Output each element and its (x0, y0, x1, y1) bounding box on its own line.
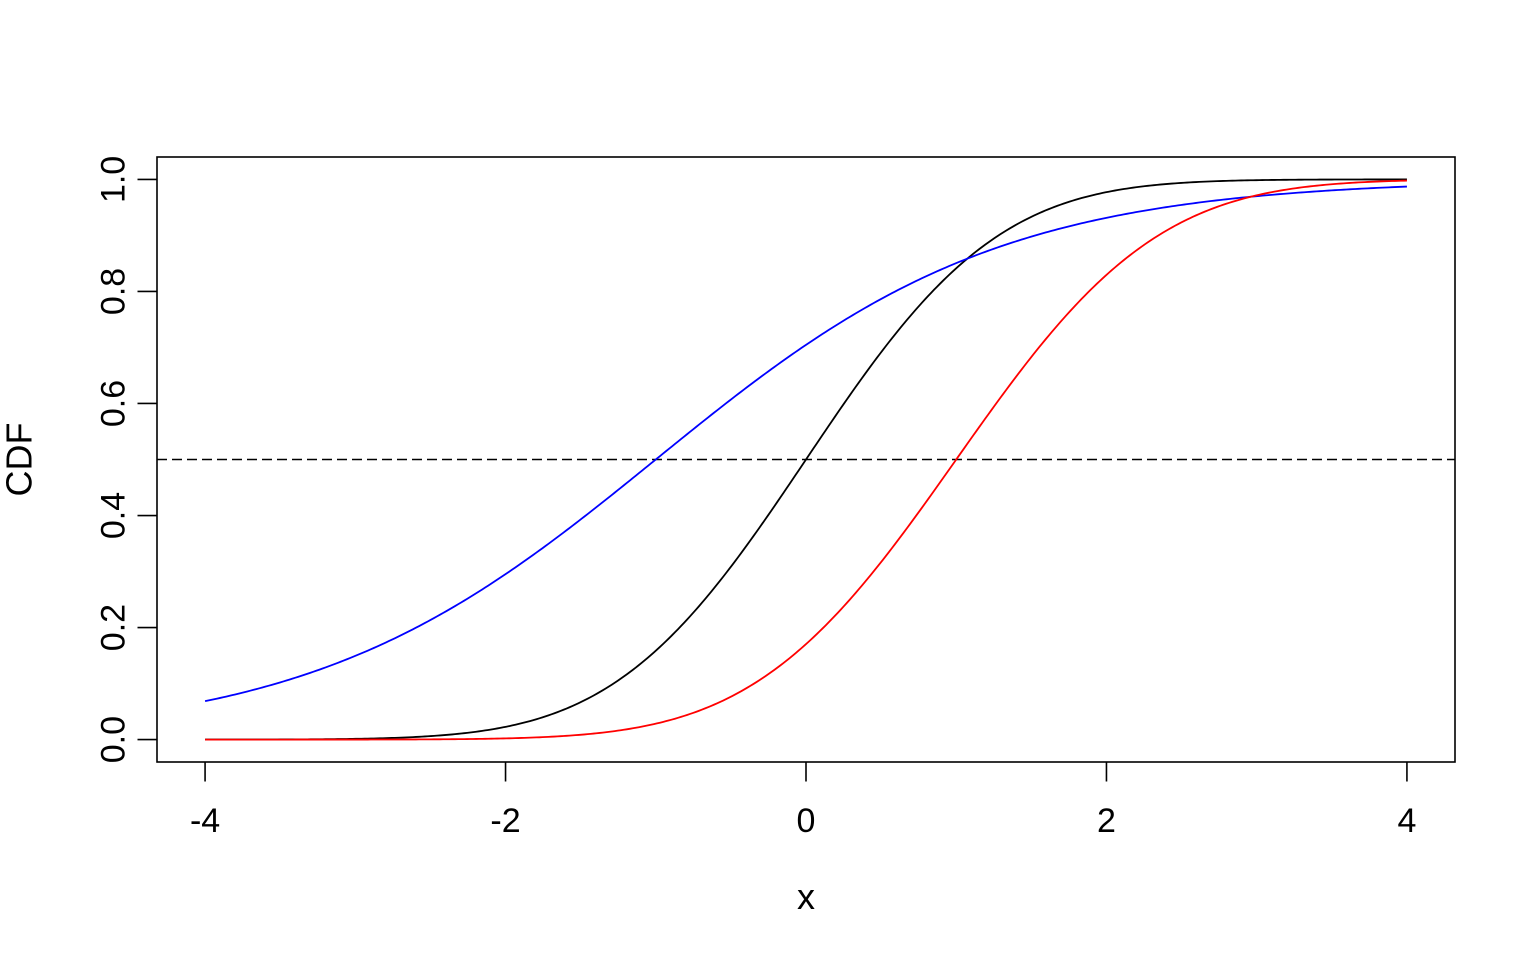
svg-text:0.8: 0.8 (94, 268, 132, 315)
svg-text:0.0: 0.0 (94, 716, 132, 763)
svg-text:2: 2 (1097, 802, 1116, 840)
svg-text:-2: -2 (490, 802, 520, 840)
svg-text:-4: -4 (190, 802, 220, 840)
svg-text:0.4: 0.4 (94, 492, 132, 539)
svg-text:CDF: CDF (0, 423, 40, 497)
svg-text:0.6: 0.6 (94, 380, 132, 427)
svg-text:x: x (797, 876, 815, 917)
svg-text:4: 4 (1397, 802, 1416, 840)
svg-text:0.2: 0.2 (94, 604, 132, 651)
svg-text:0: 0 (797, 802, 816, 840)
svg-text:1.0: 1.0 (94, 156, 132, 203)
